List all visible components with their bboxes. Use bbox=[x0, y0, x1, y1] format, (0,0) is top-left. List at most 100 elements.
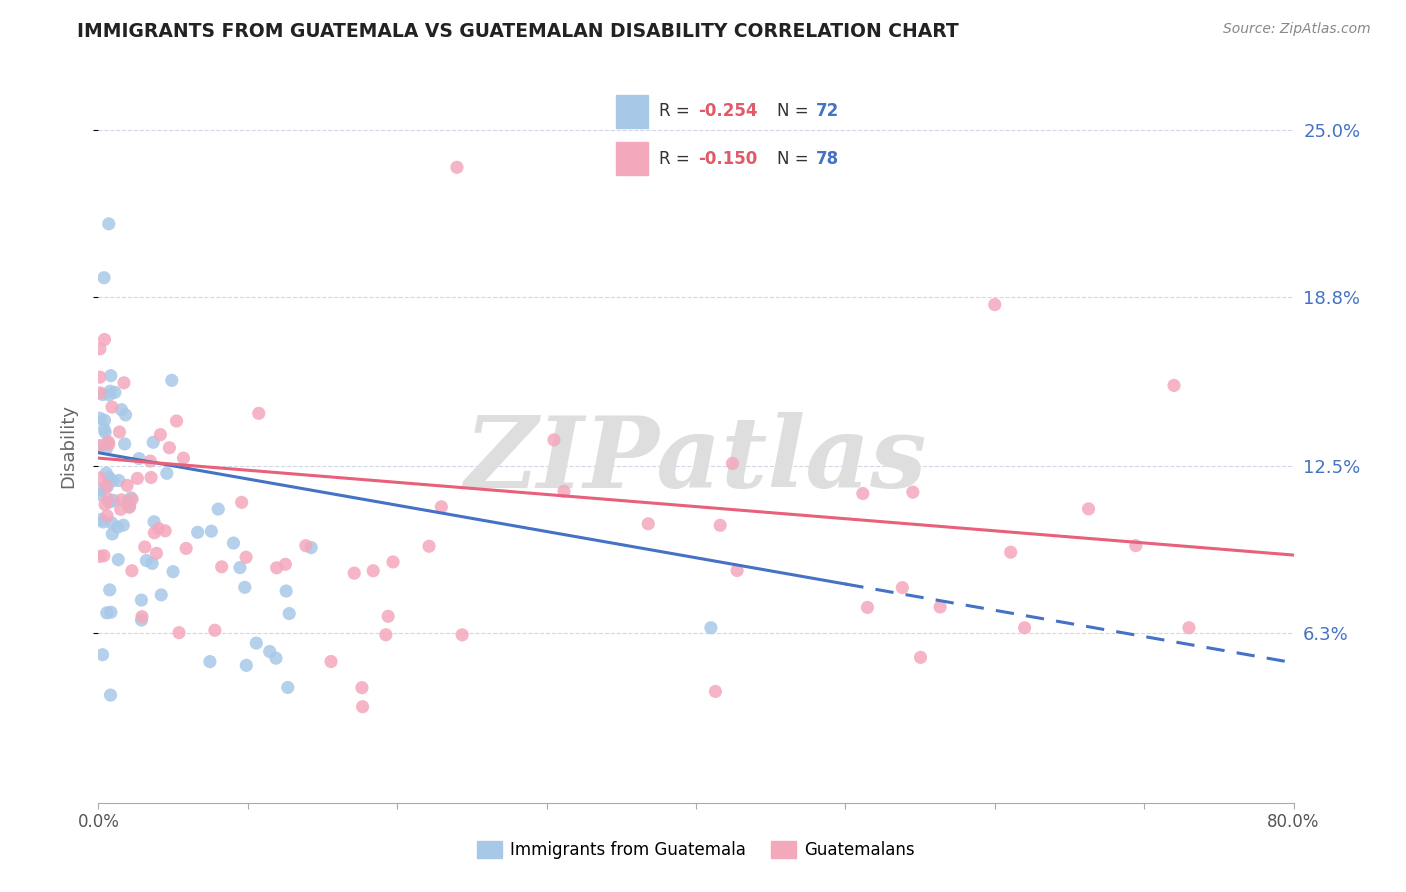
Point bbox=[247, 406, 270, 420]
Point bbox=[543, 433, 565, 447]
Point bbox=[96, 508, 118, 523]
Point bbox=[446, 161, 468, 175]
Point bbox=[107, 552, 129, 566]
Point bbox=[108, 425, 131, 439]
Point bbox=[100, 688, 122, 702]
Text: -0.254: -0.254 bbox=[697, 103, 758, 120]
Point bbox=[118, 500, 141, 515]
Point bbox=[89, 411, 111, 425]
Point bbox=[114, 437, 136, 451]
Point bbox=[143, 515, 166, 529]
Point bbox=[235, 658, 257, 673]
Point bbox=[98, 495, 121, 509]
Text: ZIPatlas: ZIPatlas bbox=[465, 412, 927, 508]
Point bbox=[725, 564, 748, 578]
Point bbox=[700, 621, 723, 635]
Point bbox=[350, 681, 373, 695]
Point bbox=[91, 515, 114, 529]
Point bbox=[121, 492, 143, 507]
Point bbox=[96, 480, 118, 494]
Point bbox=[187, 525, 209, 540]
Point bbox=[117, 494, 139, 508]
Point bbox=[131, 609, 153, 624]
Point bbox=[276, 584, 298, 599]
Point bbox=[704, 684, 727, 698]
Point bbox=[93, 413, 115, 427]
Point bbox=[278, 607, 301, 621]
Point bbox=[352, 699, 374, 714]
Point bbox=[131, 593, 153, 607]
Point bbox=[89, 438, 111, 452]
Point bbox=[139, 470, 162, 484]
Point bbox=[418, 539, 440, 553]
Point bbox=[156, 467, 179, 481]
Point bbox=[96, 606, 118, 620]
Point bbox=[135, 553, 157, 567]
Point bbox=[721, 457, 744, 471]
Point bbox=[101, 400, 124, 414]
Point bbox=[103, 493, 125, 508]
Point bbox=[374, 628, 396, 642]
Point bbox=[167, 625, 190, 640]
Point bbox=[93, 333, 115, 347]
Point bbox=[264, 651, 287, 665]
Text: R =: R = bbox=[659, 150, 696, 168]
Point bbox=[96, 442, 118, 456]
Point bbox=[101, 527, 124, 541]
Point bbox=[91, 387, 114, 401]
Point bbox=[211, 559, 233, 574]
Point bbox=[98, 388, 121, 402]
Point bbox=[90, 512, 112, 526]
Point bbox=[98, 582, 121, 597]
Point bbox=[174, 541, 197, 556]
Point bbox=[150, 588, 173, 602]
Text: 78: 78 bbox=[815, 150, 839, 168]
Point bbox=[343, 566, 366, 581]
Point bbox=[96, 466, 118, 480]
Point bbox=[131, 613, 153, 627]
Point bbox=[222, 536, 245, 550]
Point bbox=[121, 564, 143, 578]
Point bbox=[1000, 545, 1022, 559]
Point bbox=[112, 518, 135, 533]
Point bbox=[233, 580, 256, 594]
Text: Source: ZipAtlas.com: Source: ZipAtlas.com bbox=[1223, 22, 1371, 37]
Point bbox=[97, 437, 120, 451]
Point bbox=[97, 434, 120, 449]
Point bbox=[709, 518, 731, 533]
Text: 72: 72 bbox=[815, 103, 839, 120]
Point bbox=[166, 414, 188, 428]
Point bbox=[382, 555, 405, 569]
Point bbox=[89, 370, 111, 384]
Point bbox=[118, 500, 141, 514]
Point bbox=[94, 425, 117, 440]
Point bbox=[277, 681, 299, 695]
Point bbox=[637, 516, 659, 531]
Point bbox=[295, 539, 318, 553]
Point bbox=[901, 485, 924, 500]
Point bbox=[100, 605, 122, 619]
Point bbox=[120, 491, 142, 505]
Point bbox=[235, 550, 257, 565]
Point bbox=[101, 474, 124, 488]
Point bbox=[89, 471, 111, 485]
Point bbox=[929, 599, 952, 614]
Point bbox=[231, 495, 253, 509]
Point bbox=[100, 516, 122, 530]
Point bbox=[377, 609, 399, 624]
Point bbox=[104, 385, 127, 400]
Point bbox=[245, 636, 267, 650]
Point bbox=[93, 270, 115, 285]
Point bbox=[274, 558, 297, 572]
Bar bbox=[616, 142, 648, 175]
Point bbox=[89, 342, 111, 356]
Point bbox=[198, 655, 221, 669]
Text: N =: N = bbox=[778, 103, 814, 120]
Point bbox=[1014, 621, 1036, 635]
Point bbox=[451, 628, 474, 642]
Text: -0.150: -0.150 bbox=[697, 150, 756, 168]
Point bbox=[89, 549, 111, 564]
Point bbox=[266, 561, 288, 575]
Point bbox=[127, 471, 149, 485]
Point bbox=[110, 402, 132, 417]
